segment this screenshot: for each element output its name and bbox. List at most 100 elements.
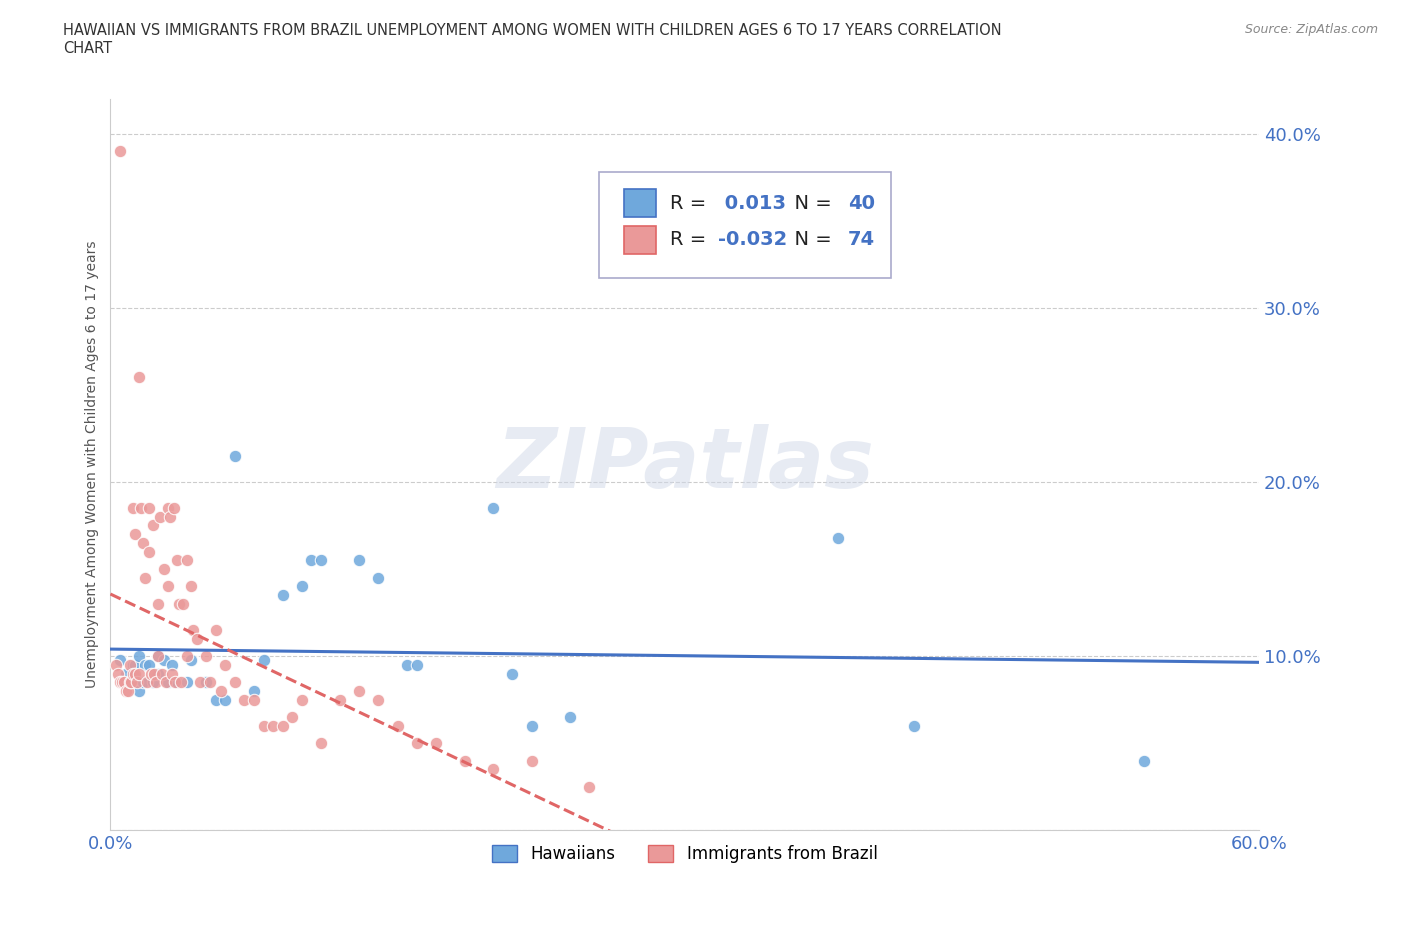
Point [138,500,160,515]
Point [145,675,167,690]
Text: R =: R = [669,193,713,213]
Point [453,753,475,768]
Point [129,500,152,515]
Point [122,666,145,681]
Text: HAWAIIAN VS IMMIGRANTS FROM BRAZIL UNEMPLOYMENT AMONG WOMEN WITH CHILDREN AGES 6: HAWAIIAN VS IMMIGRANTS FROM BRAZIL UNEMP… [63,23,1002,56]
Point [214,692,236,707]
FancyBboxPatch shape [599,172,891,278]
Point [233,692,256,707]
Point [118,675,141,690]
Point [291,692,314,707]
Point [117,684,139,698]
Point [156,500,179,515]
Point [190,675,212,690]
Point [132,675,155,690]
Point [520,753,543,768]
Point [128,648,150,663]
Point [108,652,131,667]
Point [181,622,204,637]
Point [149,510,172,525]
Point [108,675,131,690]
Point [156,579,179,594]
Point [396,658,419,672]
Point [124,666,146,681]
Point [128,684,150,698]
Point [903,718,925,733]
Point [349,684,371,698]
Point [159,510,181,525]
Point [180,652,202,667]
Text: N =: N = [782,193,838,213]
Point [482,762,505,777]
Point [138,544,160,559]
Point [204,622,226,637]
Point [148,666,170,681]
Point [160,658,183,672]
Point [387,718,409,733]
Point [122,658,145,672]
Point [160,666,183,681]
Point [291,579,314,594]
Point [128,370,150,385]
Point [214,658,236,672]
Point [148,596,170,611]
Point [135,675,157,690]
Text: 0.013: 0.013 [718,193,786,213]
Point [141,675,163,690]
Text: N =: N = [782,231,838,249]
Point [166,552,188,567]
Point [153,652,176,667]
Point [186,631,208,646]
Point [172,596,194,611]
Point [243,692,266,707]
FancyBboxPatch shape [624,190,657,218]
Point [134,658,156,672]
Point [558,710,581,724]
Point [114,666,136,681]
Point [148,648,170,663]
Point [124,526,146,541]
Point [118,675,141,690]
Point [134,570,156,585]
Point [262,718,284,733]
Point [122,500,145,515]
Text: 40: 40 [848,193,875,213]
Point [139,666,162,681]
Point [138,658,160,672]
Point [349,552,371,567]
Point [176,648,198,663]
Point [243,684,266,698]
Text: R =: R = [669,231,713,249]
Point [105,658,128,672]
Point [156,675,179,690]
Point [166,675,188,690]
Point [195,675,218,690]
Point [121,675,143,690]
Point [252,652,274,667]
Point [169,596,191,611]
Point [165,675,187,690]
Point [111,675,134,690]
Point [271,718,294,733]
Y-axis label: Unemployment Among Women with Children Ages 6 to 17 years: Unemployment Among Women with Children A… [86,241,100,688]
Point [176,552,198,567]
Point [224,675,246,690]
Point [299,552,322,567]
Point [501,666,523,681]
Point [176,675,198,690]
Point [578,779,600,794]
Point [155,675,177,690]
Text: ZIPatlas: ZIPatlas [496,424,873,505]
Point [329,692,352,707]
Point [367,692,389,707]
Point [425,736,447,751]
Point [405,658,427,672]
Point [143,666,166,681]
Point [127,675,149,690]
Point [367,570,389,585]
Point [204,692,226,707]
Point [114,684,136,698]
Point [1133,753,1156,768]
Point [107,666,129,681]
Point [118,658,141,672]
